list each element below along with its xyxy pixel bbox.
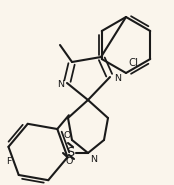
Text: F: F [6,157,11,166]
Text: N: N [114,73,121,83]
Text: S: S [66,147,74,159]
Text: Cl: Cl [128,58,138,68]
Text: O: O [65,157,73,166]
Text: O: O [63,130,71,139]
Text: N: N [57,80,64,88]
Text: N: N [90,155,97,164]
